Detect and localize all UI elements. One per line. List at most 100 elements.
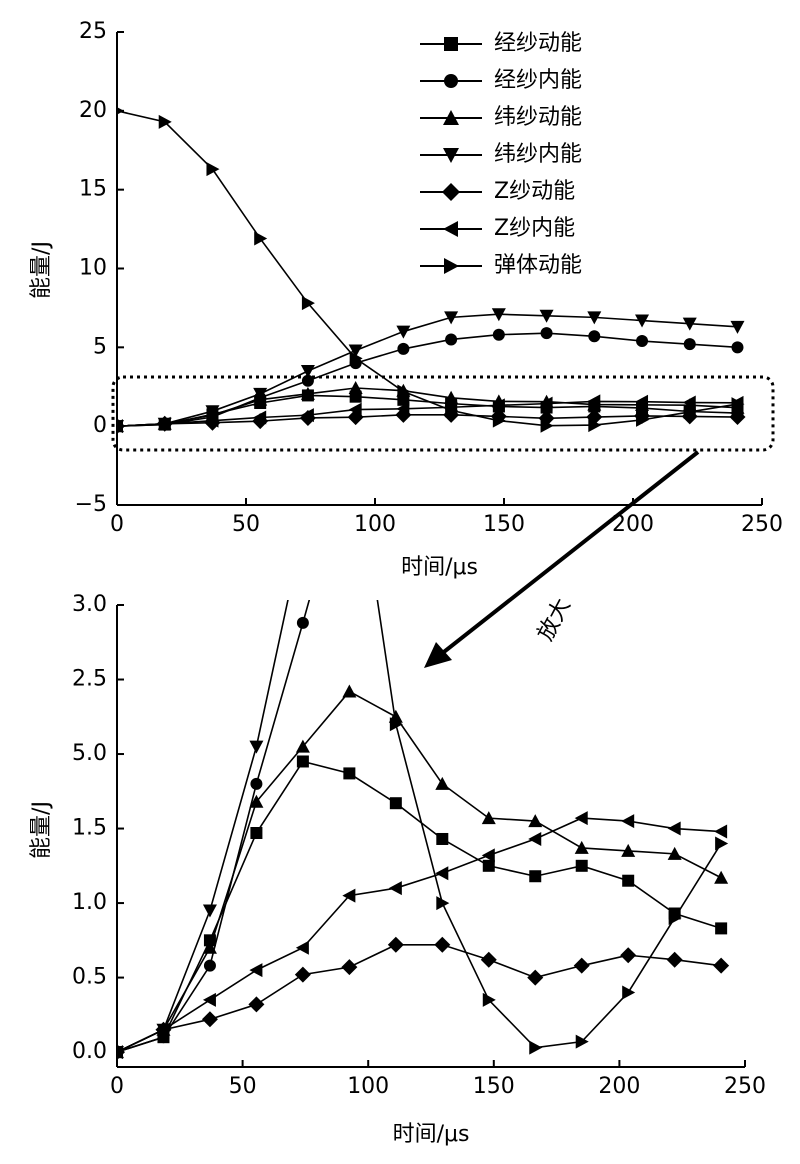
plot-area xyxy=(117,48,730,1061)
marker xyxy=(205,405,220,419)
marker xyxy=(156,1022,170,1037)
zoom-box xyxy=(111,375,775,452)
marker xyxy=(668,910,682,925)
x-tick-label: 150 xyxy=(483,512,525,537)
legend-label: 弹体动能 xyxy=(494,253,582,278)
x-axis-label: 时间/μs xyxy=(393,1122,470,1147)
marker xyxy=(715,301,727,313)
marker xyxy=(683,404,697,419)
marker xyxy=(342,684,357,698)
marker xyxy=(248,996,265,1013)
marker xyxy=(300,364,315,378)
marker xyxy=(620,947,637,964)
series-line xyxy=(117,600,311,1053)
series-line xyxy=(117,817,722,1053)
marker xyxy=(157,416,171,431)
legend-marker xyxy=(444,74,458,88)
marker xyxy=(301,296,315,311)
y-tick-label: 2.5 xyxy=(72,667,107,692)
legend-marker xyxy=(443,221,458,237)
marker xyxy=(294,966,311,983)
x-tick-label: 200 xyxy=(598,1074,640,1099)
marker xyxy=(348,402,362,417)
marker xyxy=(574,811,588,826)
marker xyxy=(731,341,744,354)
marker xyxy=(397,342,410,355)
marker xyxy=(529,1040,543,1055)
marker xyxy=(387,936,404,953)
series-line xyxy=(376,600,722,1049)
marker xyxy=(622,241,634,253)
marker xyxy=(396,401,410,416)
marker xyxy=(397,384,411,399)
marker xyxy=(436,896,450,911)
marker xyxy=(300,386,315,400)
marker xyxy=(636,412,650,427)
marker xyxy=(529,167,541,179)
marker xyxy=(731,397,745,412)
marker xyxy=(117,419,123,434)
marker xyxy=(435,776,450,790)
marker xyxy=(435,866,449,881)
marker xyxy=(444,311,459,325)
marker xyxy=(573,957,590,974)
marker xyxy=(588,418,602,433)
series-line xyxy=(117,600,289,1053)
marker xyxy=(396,325,411,339)
marker xyxy=(349,351,363,366)
marker xyxy=(158,114,172,129)
marker xyxy=(682,317,697,331)
marker xyxy=(621,48,635,61)
marker xyxy=(587,394,601,409)
marker xyxy=(201,1011,218,1028)
marker xyxy=(714,107,728,120)
x-tick-label: 200 xyxy=(612,512,654,537)
marker xyxy=(348,344,363,358)
marker xyxy=(529,870,542,883)
marker xyxy=(635,394,649,409)
marker xyxy=(253,387,268,401)
marker xyxy=(635,314,650,328)
marker xyxy=(343,450,355,462)
series-line xyxy=(117,690,722,1053)
y-tick-label: 10 xyxy=(79,256,107,281)
y-tick-label: 0 xyxy=(93,413,107,438)
marker xyxy=(389,152,403,165)
legend-label: 经纱内能 xyxy=(494,68,582,93)
marker xyxy=(491,398,505,413)
legend-marker xyxy=(443,148,459,163)
x-tick-label: 50 xyxy=(229,1074,257,1099)
legend-label: 纬纱动能 xyxy=(494,105,582,130)
marker xyxy=(480,951,497,968)
marker xyxy=(249,794,264,808)
annotation: 放大 xyxy=(533,594,576,645)
marker xyxy=(205,413,219,428)
x-tick-label: 250 xyxy=(724,1074,766,1099)
y-axis-label: 能量/J xyxy=(29,801,54,859)
marker xyxy=(621,814,635,829)
y-axis-label: 能量/J xyxy=(29,241,54,299)
marker xyxy=(389,797,402,810)
plot-area xyxy=(117,107,746,435)
marker xyxy=(296,755,309,768)
marker xyxy=(436,832,449,845)
y-tick-label: 0.5 xyxy=(72,965,107,990)
marker xyxy=(253,410,267,425)
marker xyxy=(527,969,544,986)
marker xyxy=(622,985,636,1000)
legend-marker xyxy=(444,37,458,51)
marker xyxy=(296,524,310,537)
marker xyxy=(730,320,745,334)
marker xyxy=(343,767,356,780)
marker xyxy=(388,881,402,896)
series-line xyxy=(117,387,738,427)
marker xyxy=(117,1045,123,1060)
y-tick-label: 3.0 xyxy=(72,592,107,617)
marker xyxy=(669,271,681,283)
x-tick-label: 150 xyxy=(473,1074,515,1099)
x-tick-label: 0 xyxy=(110,512,124,537)
marker xyxy=(667,821,681,836)
marker xyxy=(296,616,309,629)
legend-label: Z纱内能 xyxy=(494,216,575,241)
